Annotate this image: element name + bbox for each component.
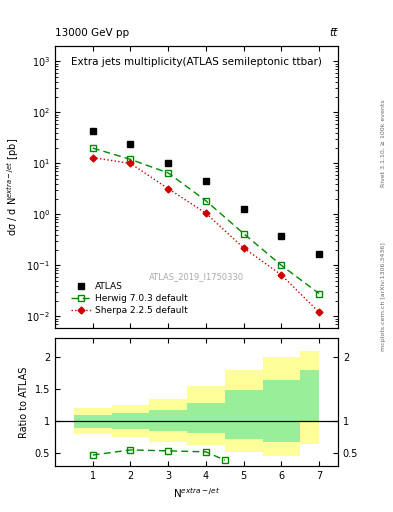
Bar — [74, 415, 112, 428]
Bar — [149, 399, 187, 442]
Bar — [187, 403, 225, 433]
Sherpa 2.2.5 default — [317, 309, 321, 315]
Y-axis label: dσ / d N$^{extra-jet}$ [pb]: dσ / d N$^{extra-jet}$ [pb] — [5, 138, 21, 236]
Herwig 7.0.3 default — [128, 156, 133, 162]
Bar — [225, 370, 263, 452]
Herwig 7.0.3 default — [317, 290, 321, 296]
Line: Sherpa 2.2.5 default: Sherpa 2.2.5 default — [90, 155, 321, 315]
Bar — [225, 391, 263, 439]
Bar — [187, 386, 225, 445]
Sherpa 2.2.5 default — [128, 160, 133, 166]
Bar — [149, 410, 187, 431]
Bar — [263, 357, 300, 456]
Bar — [263, 379, 300, 442]
Herwig 7.0.3 default — [279, 262, 284, 268]
Sherpa 2.2.5 default — [166, 185, 171, 191]
Sherpa 2.2.5 default — [241, 245, 246, 251]
Bar — [112, 405, 149, 437]
Text: mcplots.cern.ch [arXiv:1306.3436]: mcplots.cern.ch [arXiv:1306.3436] — [381, 243, 386, 351]
Text: ATLAS_2019_I1750330: ATLAS_2019_I1750330 — [149, 272, 244, 282]
Text: tt̅: tt̅ — [330, 28, 338, 38]
Line: Herwig 7.0.3 default: Herwig 7.0.3 default — [90, 145, 322, 296]
Text: Rivet 3.1.10, ≥ 100k events: Rivet 3.1.10, ≥ 100k events — [381, 99, 386, 187]
Text: 13000 GeV pp: 13000 GeV pp — [55, 28, 129, 38]
Herwig 7.0.3 default — [166, 170, 171, 176]
X-axis label: N$^{extra-jet}$: N$^{extra-jet}$ — [173, 486, 220, 500]
Legend: ATLAS, Herwig 7.0.3 default, Sherpa 2.2.5 default: ATLAS, Herwig 7.0.3 default, Sherpa 2.2.… — [68, 280, 191, 317]
Herwig 7.0.3 default — [90, 145, 95, 151]
ATLAS — [317, 251, 321, 258]
Text: Extra jets multiplicity(ATLAS semileptonic ttbar): Extra jets multiplicity(ATLAS semilepton… — [71, 57, 322, 68]
Bar — [74, 409, 112, 434]
Y-axis label: Ratio to ATLAS: Ratio to ATLAS — [19, 366, 29, 438]
Sherpa 2.2.5 default — [279, 272, 284, 278]
Herwig 7.0.3 default — [241, 230, 246, 237]
ATLAS — [128, 141, 133, 147]
ATLAS — [166, 160, 171, 166]
ATLAS — [241, 205, 246, 211]
Sherpa 2.2.5 default — [90, 155, 95, 161]
ATLAS — [204, 178, 208, 184]
ATLAS — [90, 127, 95, 134]
Bar — [112, 413, 149, 429]
ATLAS — [279, 233, 284, 239]
Line: ATLAS: ATLAS — [90, 127, 322, 258]
Herwig 7.0.3 default — [204, 198, 208, 204]
Bar — [300, 370, 319, 421]
Bar — [300, 351, 319, 443]
Sherpa 2.2.5 default — [204, 210, 208, 217]
